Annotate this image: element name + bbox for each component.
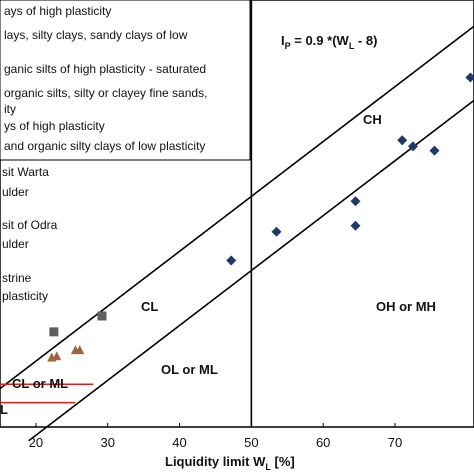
- x-axis: 20 30 40 50 60 70: [29, 423, 402, 450]
- legend-entry: ays of high plasticity: [4, 4, 111, 18]
- zone-label-l: L: [0, 402, 8, 417]
- x-tick-label: 60: [316, 435, 330, 450]
- legend: ays of high plasticity lays, silty clays,…: [4, 4, 207, 153]
- legend-entry: ys of high plasticity: [4, 119, 105, 133]
- a-line: [0, 25, 474, 390]
- side-label: sit Warta: [2, 165, 49, 179]
- diamond-point: [407, 141, 418, 152]
- diamond-point: [429, 145, 440, 156]
- plot-frame: [0, 0, 474, 428]
- diamond-point: [271, 226, 282, 237]
- side-label: plasticity: [2, 289, 48, 303]
- zone-label-ch: CH: [363, 112, 382, 127]
- reference-lines: [0, 0, 474, 442]
- x-tick-label: 30: [100, 435, 114, 450]
- side-label: ulder: [2, 237, 29, 251]
- x-axis-label: Liquidity limit WL [%]: [165, 454, 295, 472]
- x-tick-label: 70: [388, 435, 402, 450]
- side-label: sit of Odra: [2, 218, 58, 232]
- side-label: ulder: [2, 185, 29, 199]
- x-tick-label: 20: [29, 435, 43, 450]
- zone-label-oh-mh: OH or MH: [376, 299, 436, 314]
- legend-box: [0, 0, 251, 161]
- u-line: [28, 99, 474, 442]
- x-tick-label: 40: [172, 435, 186, 450]
- legend-entry: ganic silts of high plasticity - saturat…: [4, 62, 206, 76]
- diamond-point: [465, 72, 474, 83]
- zone-boundaries: [0, 383, 94, 404]
- diamond-point: [350, 220, 361, 231]
- diamond-point: [226, 255, 237, 266]
- x-tick-label: 50: [244, 435, 258, 450]
- zone-label-cl: CL: [141, 299, 158, 314]
- data-points: [47, 72, 474, 362]
- zone-label-ol-ml: OL or ML: [161, 362, 218, 377]
- legend-entry: ity: [4, 102, 16, 116]
- zone-label-cl-ml: CL or ML: [12, 376, 68, 391]
- diamond-point: [397, 135, 408, 146]
- diamond-point: [350, 196, 361, 207]
- square-point: [49, 327, 59, 337]
- square-point: [97, 311, 107, 321]
- triangle-point: [52, 351, 62, 361]
- legend-entry: and organic silty clays of low plasticit…: [4, 139, 205, 153]
- legend-entry: organic silts, silty or clayey fine sand…: [4, 86, 207, 100]
- legend-entry: lays, silty clays, sandy clays of low: [4, 28, 188, 42]
- side-labels: sit Warta ulder sit of Odra ulder strine plas…: [2, 165, 58, 303]
- triangle-point: [75, 345, 85, 355]
- a-line-equation: IP = 0.9 *(WL - 8): [281, 33, 377, 51]
- side-label: strine: [2, 271, 32, 285]
